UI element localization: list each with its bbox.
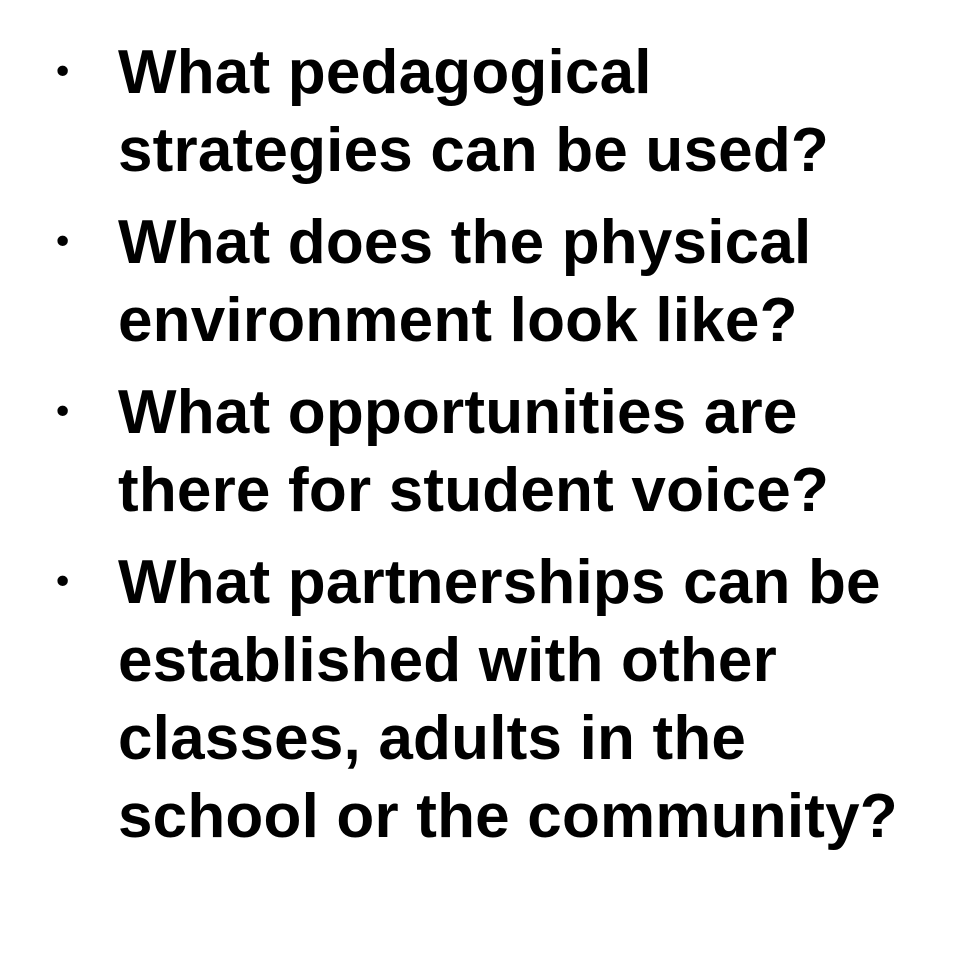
bullet-dot-icon: • [52, 52, 74, 93]
bullet-dot-icon: • [52, 392, 74, 433]
bullet-item-strategies: • What pedagogical strategies can be use… [40, 34, 940, 190]
bullet-dot-icon: • [52, 222, 74, 263]
bullet-text: What partnerships can be established wit… [118, 548, 898, 851]
bullet-text: What opportunities are there for student… [118, 378, 830, 525]
bullet-text: What pedagogical strategies can be used? [118, 38, 829, 185]
bullet-item-student-voice: • What opportunities are there for stude… [40, 374, 940, 530]
bullet-item-environment: • What does the physical environment loo… [40, 204, 940, 360]
bullet-dot-icon: • [52, 562, 74, 603]
bullet-item-partnerships: • What partnerships can be established w… [40, 544, 940, 856]
bullet-text: What does the physical environment look … [118, 208, 812, 355]
bullet-list: • What pedagogical strategies can be use… [40, 34, 940, 870]
